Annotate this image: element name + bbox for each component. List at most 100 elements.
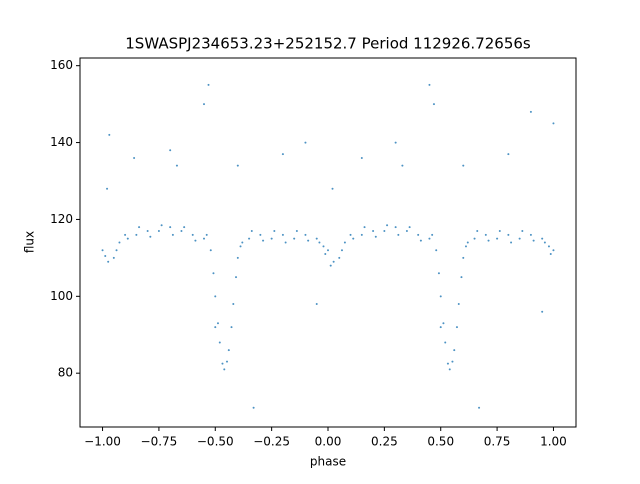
data-point: [541, 237, 544, 240]
data-point: [230, 326, 233, 329]
data-point: [160, 224, 163, 227]
data-point: [401, 164, 404, 167]
data-point: [372, 229, 375, 232]
data-point: [171, 233, 174, 236]
data-point: [324, 253, 327, 256]
data-point: [104, 254, 107, 257]
data-point: [180, 229, 183, 232]
data-point: [239, 245, 242, 248]
data-point: [146, 229, 149, 232]
data-point: [214, 326, 217, 329]
data-point: [442, 322, 445, 325]
data-point: [394, 141, 397, 144]
data-point: [552, 122, 555, 125]
x-tick-label: 0.50: [427, 435, 454, 449]
data-point: [383, 229, 386, 232]
data-point: [157, 229, 160, 232]
data-point: [107, 260, 110, 263]
data-point: [108, 133, 111, 136]
data-point: [112, 256, 115, 259]
x-tick-label: −0.25: [253, 435, 290, 449]
data-point: [360, 233, 363, 236]
data-point: [149, 235, 152, 238]
data-point: [281, 153, 284, 156]
data-point: [419, 239, 422, 242]
data-point: [295, 229, 298, 232]
data-point: [386, 224, 389, 227]
data-point: [273, 229, 276, 232]
data-point: [510, 241, 513, 244]
data-point: [216, 322, 219, 325]
data-point: [518, 237, 521, 240]
data-point: [270, 237, 273, 240]
data-point: [417, 233, 420, 236]
x-tick-label: −0.50: [197, 435, 234, 449]
data-point: [194, 239, 197, 242]
data-point: [322, 245, 325, 248]
data-point: [343, 241, 346, 244]
data-point: [221, 362, 224, 365]
data-point: [259, 233, 262, 236]
data-point: [432, 103, 435, 106]
data-point: [529, 233, 532, 236]
data-point: [338, 256, 341, 259]
data-point: [552, 249, 555, 252]
data-point: [118, 241, 121, 244]
data-point: [225, 360, 228, 363]
y-tick-label: 120: [50, 212, 73, 226]
data-point: [203, 237, 205, 240]
data-point: [462, 164, 465, 167]
data-point: [331, 187, 334, 190]
data-point: [327, 249, 329, 252]
data-point: [405, 229, 408, 232]
data-point: [169, 226, 172, 229]
data-point: [496, 237, 499, 240]
data-point: [281, 233, 284, 236]
data-point: [207, 83, 210, 86]
data-point: [476, 229, 479, 232]
data-point: [332, 260, 335, 263]
data-point: [236, 256, 239, 259]
data-point: [466, 241, 469, 244]
data-point: [315, 303, 318, 305]
data-point: [169, 149, 172, 152]
data-point: [252, 406, 255, 409]
data-point: [235, 276, 238, 279]
data-point: [521, 229, 524, 232]
data-point: [462, 256, 465, 259]
x-tick-label: 1.00: [540, 435, 567, 449]
data-point: [349, 233, 352, 236]
data-point: [397, 233, 400, 236]
data-point: [507, 233, 510, 236]
data-point: [507, 153, 510, 156]
data-point: [209, 249, 212, 252]
data-point: [135, 233, 138, 236]
data-point: [250, 229, 253, 232]
x-tick-label: −1.00: [84, 435, 121, 449]
data-point: [214, 295, 217, 298]
data-point: [248, 237, 251, 240]
data-point: [408, 226, 411, 229]
data-point: [183, 226, 186, 229]
data-point: [460, 276, 463, 279]
y-axis-label: flux: [23, 231, 37, 253]
data-point: [227, 349, 230, 352]
data-point: [437, 272, 440, 275]
data-point: [232, 303, 235, 305]
data-point: [549, 253, 552, 256]
data-point: [478, 406, 481, 409]
data-point: [284, 241, 287, 244]
data-point: [541, 310, 544, 313]
data-point: [191, 233, 194, 236]
data-point: [455, 326, 458, 329]
data-point: [315, 237, 318, 240]
data-point: [464, 245, 467, 248]
y-tick-label: 160: [50, 58, 73, 72]
x-tick-label: 0.25: [371, 435, 398, 449]
data-point: [446, 362, 449, 365]
y-tick-label: 80: [58, 366, 73, 380]
data-point: [543, 241, 546, 244]
data-point: [138, 226, 141, 229]
plot-frame: [79, 57, 577, 428]
